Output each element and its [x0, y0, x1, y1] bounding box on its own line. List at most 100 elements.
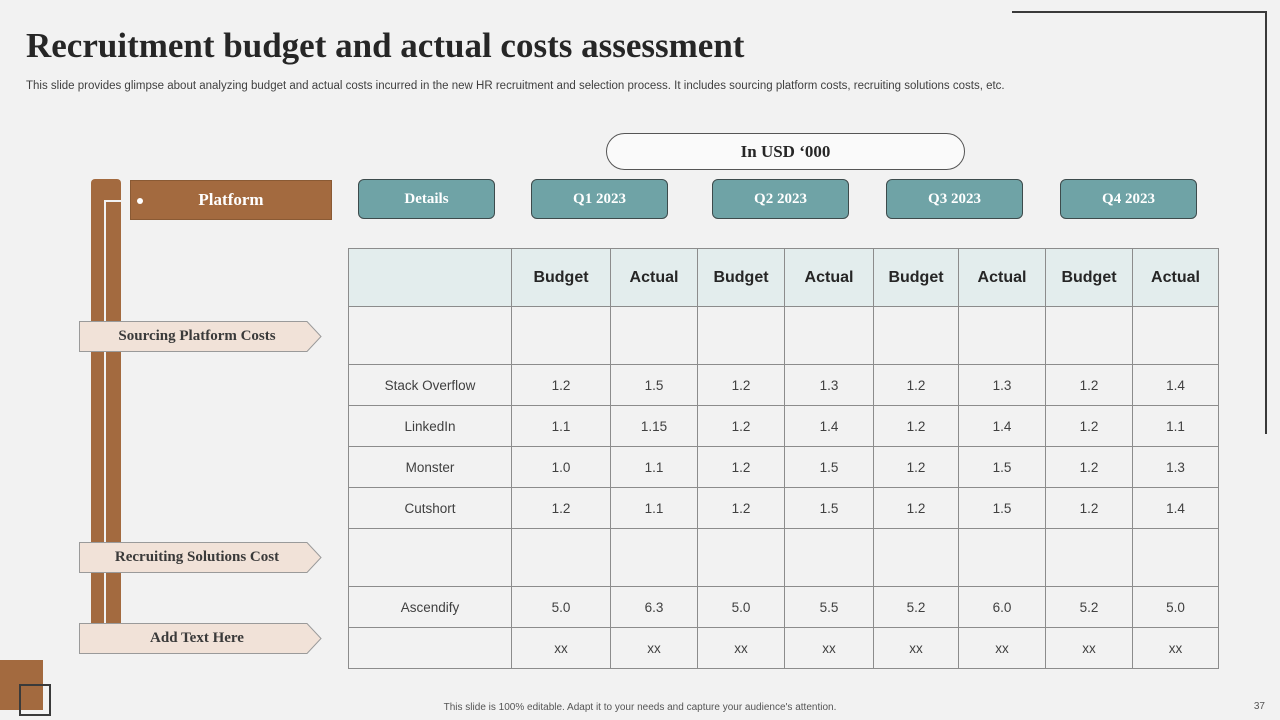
- value-cell: 1.2: [1045, 446, 1133, 488]
- table-row: Cutshort 1.2 1.1 1.2 1.5 1.2 1.5 1.2 1.4: [348, 487, 1219, 529]
- details-header: Details: [358, 179, 495, 219]
- value-cell: 1.2: [511, 487, 611, 529]
- value-cell: [784, 528, 874, 587]
- value-cell: 1.2: [697, 487, 785, 529]
- value-cell: 1.2: [1045, 405, 1133, 447]
- table-header-cell: Budget: [1045, 248, 1133, 307]
- value-cell: 1.2: [1045, 364, 1133, 406]
- value-cell: 1.3: [1132, 446, 1219, 488]
- table-row: xx xx xx xx xx xx xx xx: [348, 627, 1219, 669]
- unit-label: In USD ‘000: [606, 133, 965, 170]
- value-cell: xx: [958, 627, 1046, 669]
- value-cell: 5.2: [873, 586, 959, 628]
- value-cell: [1132, 306, 1219, 365]
- value-cell: xx: [697, 627, 785, 669]
- table-header-cell: Actual: [958, 248, 1046, 307]
- quarter-header-q2: Q2 2023: [712, 179, 849, 219]
- value-cell: 1.2: [697, 446, 785, 488]
- table-header-cell: Budget: [873, 248, 959, 307]
- table-header-cell: Actual: [1132, 248, 1219, 307]
- slide-subtitle: This slide provides glimpse about analyz…: [26, 80, 1005, 92]
- category-label-sourcing: Sourcing Platform Costs: [79, 321, 322, 352]
- value-cell: [697, 306, 785, 365]
- value-cell: 5.0: [697, 586, 785, 628]
- value-cell: 1.2: [1045, 487, 1133, 529]
- value-cell: 1.1: [511, 405, 611, 447]
- value-cell: xx: [873, 627, 959, 669]
- value-cell: [610, 306, 698, 365]
- value-cell: [1045, 528, 1133, 587]
- category-text: Sourcing Platform Costs: [118, 328, 276, 344]
- value-cell: xx: [784, 627, 874, 669]
- table-header-cell: [348, 248, 512, 307]
- table-header-cell: Actual: [784, 248, 874, 307]
- value-cell: 1.4: [784, 405, 874, 447]
- platform-name-cell: [348, 627, 512, 669]
- value-cell: [873, 306, 959, 365]
- value-cell: [511, 528, 611, 587]
- slide-title: Recruitment budget and actual costs asse…: [26, 26, 745, 65]
- value-cell: xx: [511, 627, 611, 669]
- value-cell: 1.2: [873, 446, 959, 488]
- value-cell: 5.0: [511, 586, 611, 628]
- value-cell: 1.2: [697, 364, 785, 406]
- value-cell: 1.4: [1132, 487, 1219, 529]
- platform-name-cell: Cutshort: [348, 487, 512, 529]
- value-cell: 1.3: [958, 364, 1046, 406]
- category-text: Add Text Here: [150, 630, 244, 646]
- corner-decoration-line: [1012, 11, 1267, 13]
- table-row: LinkedIn 1.1 1.15 1.2 1.4 1.2 1.4 1.2 1.1: [348, 405, 1219, 447]
- value-cell: 1.4: [958, 405, 1046, 447]
- corner-decoration-line: [1265, 11, 1267, 434]
- arrow-shape: [79, 623, 322, 654]
- value-cell: 5.2: [1045, 586, 1133, 628]
- value-cell: 6.3: [610, 586, 698, 628]
- category-label-recruiting: Recruiting Solutions Cost: [79, 542, 322, 573]
- bullet-dot: [137, 198, 143, 204]
- corner-decoration-outline: [19, 684, 51, 716]
- value-cell: [958, 528, 1046, 587]
- value-cell: 1.5: [784, 446, 874, 488]
- quarter-header-q1: Q1 2023: [531, 179, 668, 219]
- page-number: 37: [1253, 701, 1265, 712]
- value-cell: 1.0: [511, 446, 611, 488]
- category-text: Recruiting Solutions Cost: [114, 549, 280, 565]
- cost-table: Budget Actual Budget Actual Budget Actual Budg…: [348, 248, 1219, 669]
- quarter-header-q4: Q4 2023: [1060, 179, 1197, 219]
- table-header-row: Budget Actual Budget Actual Budget Actual Budg…: [348, 248, 1219, 307]
- table-row: [348, 528, 1219, 587]
- value-cell: 6.0: [958, 586, 1046, 628]
- value-cell: 1.2: [873, 364, 959, 406]
- value-cell: 1.2: [873, 405, 959, 447]
- value-cell: xx: [610, 627, 698, 669]
- arrow-shape: [79, 321, 322, 352]
- value-cell: [610, 528, 698, 587]
- platform-label: Platform: [198, 190, 264, 209]
- value-cell: 1.3: [784, 364, 874, 406]
- table-row: [348, 306, 1219, 365]
- platform-name-cell: LinkedIn: [348, 405, 512, 447]
- value-cell: [697, 528, 785, 587]
- value-cell: 5.0: [1132, 586, 1219, 628]
- value-cell: 1.5: [610, 364, 698, 406]
- value-cell: [873, 528, 959, 587]
- platform-name-cell: Stack Overflow: [348, 364, 512, 406]
- platform-name-cell: [348, 306, 512, 365]
- value-cell: 1.2: [873, 487, 959, 529]
- value-cell: 1.2: [697, 405, 785, 447]
- value-cell: [958, 306, 1046, 365]
- value-cell: xx: [1132, 627, 1219, 669]
- arrow-shape: [79, 542, 322, 573]
- value-cell: [1132, 528, 1219, 587]
- value-cell: 1.5: [958, 487, 1046, 529]
- table-header-cell: Budget: [511, 248, 611, 307]
- value-cell: [784, 306, 874, 365]
- value-cell: 1.15: [610, 405, 698, 447]
- table-header-cell: Actual: [610, 248, 698, 307]
- value-cell: 1.1: [1132, 405, 1219, 447]
- quarter-header-q3: Q3 2023: [886, 179, 1023, 219]
- table-row: Stack Overflow 1.2 1.5 1.2 1.3 1.2 1.3 1.2 1.4: [348, 364, 1219, 406]
- value-cell: 1.5: [958, 446, 1046, 488]
- table-row: Monster 1.0 1.1 1.2 1.5 1.2 1.5 1.2 1.3: [348, 446, 1219, 488]
- footer-note: This slide is 100% editable. Adapt it to…: [443, 702, 837, 713]
